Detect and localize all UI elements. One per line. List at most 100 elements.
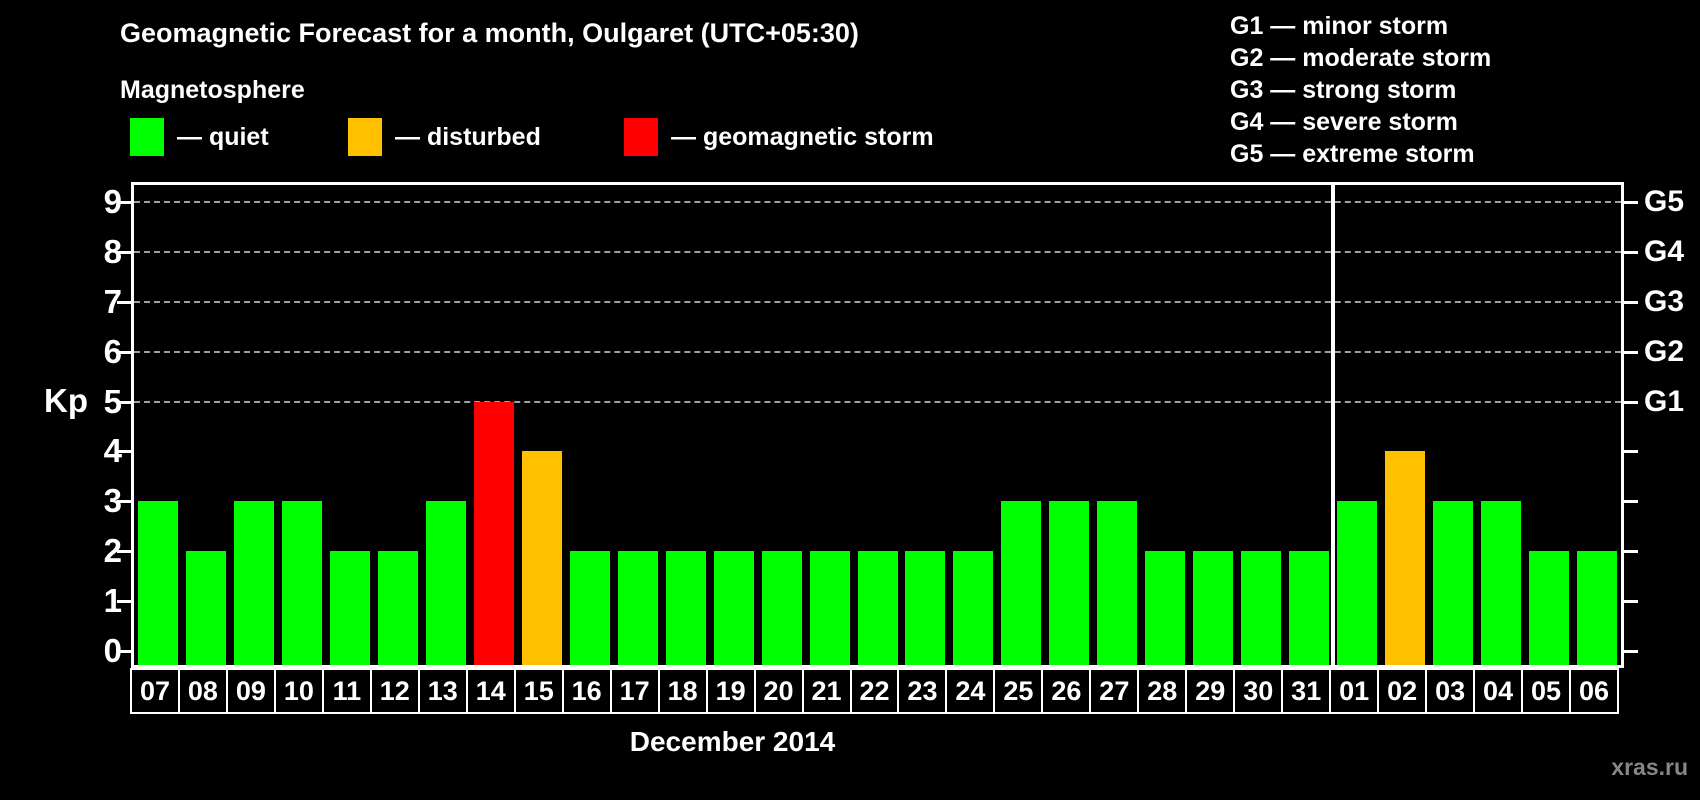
right-tick-9 [1624,201,1638,204]
y-tick-label-6: 6 [103,332,122,370]
left-tick-9 [117,201,131,204]
day-label-31: 31 [1281,668,1332,714]
day-label-24: 24 [945,668,996,714]
bar-day-19 [713,551,754,665]
bar-day-21 [809,551,850,665]
bar-day-26 [1049,501,1090,665]
bar-day-01 [1337,501,1378,665]
right-tick-0 [1624,650,1638,653]
day-label-28: 28 [1137,668,1188,714]
day-label-16: 16 [561,668,612,714]
bar-day-16 [569,551,610,665]
right-tick-5 [1624,400,1638,404]
gridline-kp-6 [134,350,1621,353]
day-label-30: 30 [1233,668,1284,714]
bar-day-31 [1289,551,1330,665]
g-scale-label-g2: G2 [1644,334,1685,368]
right-tick-1 [1624,600,1638,604]
storm-scale-item-g5: G5 — extreme storm [1230,140,1475,168]
left-tick-8 [117,250,131,254]
storm-scale-legend: G1 — minor storm G2 — moderate storm G3 — … [1230,10,1491,170]
left-tick-1 [117,600,131,604]
y-tick-label-7: 7 [103,282,122,320]
bar-day-14 [473,401,514,665]
legend-item-label: — quiet [177,122,269,151]
g-scale-label-g5: G5 [1644,185,1685,218]
day-label-06: 06 [1569,668,1619,714]
y-tick-label-0: 0 [103,632,122,669]
g-scale-label-g3: G3 [1644,284,1685,318]
day-label-04: 04 [1473,668,1524,714]
gridline-kp-7 [134,300,1621,303]
day-label-05: 05 [1521,668,1572,714]
day-label-26: 26 [1041,668,1092,714]
legend-item-label: — disturbed [395,122,541,151]
bar-day-23 [905,551,946,665]
y-tick-label-1: 1 [103,582,122,620]
left-tick-7 [117,300,131,304]
day-label-08: 08 [177,668,228,714]
bar-day-03 [1433,501,1474,665]
storm-scale-item-g2: G2 — moderate storm [1230,44,1492,72]
day-label-13: 13 [417,668,468,714]
day-label-12: 12 [369,668,420,714]
legend-item-disturbed: — disturbed [348,118,541,156]
bar-day-20 [761,551,802,665]
day-label-03: 03 [1425,668,1476,714]
day-label-07: 07 [130,668,180,714]
bar-day-02 [1385,451,1426,665]
bar-day-10 [281,501,322,665]
day-label-17: 17 [609,668,660,714]
watermark: xras.ru [1611,754,1688,780]
day-label-01: 01 [1329,668,1380,714]
day-label-23: 23 [897,668,948,714]
bar-day-17 [617,551,658,665]
day-label-21: 21 [801,668,852,714]
bar-day-06 [1577,551,1618,665]
day-label-29: 29 [1185,668,1236,714]
day-label-19: 19 [705,668,756,714]
storm-swatch-icon [624,118,658,156]
right-tick-3 [1624,500,1638,504]
right-tick-4 [1624,450,1638,454]
right-tick-2 [1624,550,1638,554]
right-tick-6 [1624,350,1638,354]
left-tick-6 [117,350,131,354]
bar-day-13 [425,501,466,665]
day-label-15: 15 [513,668,564,714]
bar-day-11 [329,551,370,665]
day-label-02: 02 [1377,668,1428,714]
right-tick-8 [1624,250,1638,254]
y-tick-label-5: 5 [103,382,122,420]
bar-day-05 [1529,551,1570,665]
chart-title: Geomagnetic Forecast for a month, Oulgar… [120,18,859,48]
quiet-swatch-icon [130,118,164,156]
bar-day-28 [1145,551,1186,665]
left-tick-0 [117,650,131,653]
left-tick-4 [117,450,131,454]
storm-scale-item-g3: G3 — strong storm [1230,76,1457,104]
day-label-18: 18 [657,668,708,714]
g-scale-label-g1: G1 [1644,384,1685,418]
left-tick-3 [117,500,131,504]
day-label-11: 11 [321,668,372,714]
y-tick-label-3: 3 [103,482,122,520]
bar-day-07 [137,501,178,665]
bar-day-09 [233,501,274,665]
left-tick-2 [117,550,131,554]
day-label-22: 22 [849,668,900,714]
day-label-10: 10 [273,668,324,714]
gridline-kp-8 [134,250,1621,253]
bar-day-24 [953,551,994,665]
disturbed-swatch-icon [348,118,382,156]
day-label-25: 25 [993,668,1044,714]
month-divider-line [1331,185,1336,665]
bar-day-18 [665,551,706,665]
day-label-27: 27 [1089,668,1140,714]
y-tick-label-9: 9 [103,183,122,220]
day-label-20: 20 [753,668,804,714]
left-tick-5 [117,400,131,404]
y-tick-label-8: 8 [103,232,122,270]
legend-item-quiet: — quiet [130,118,269,156]
